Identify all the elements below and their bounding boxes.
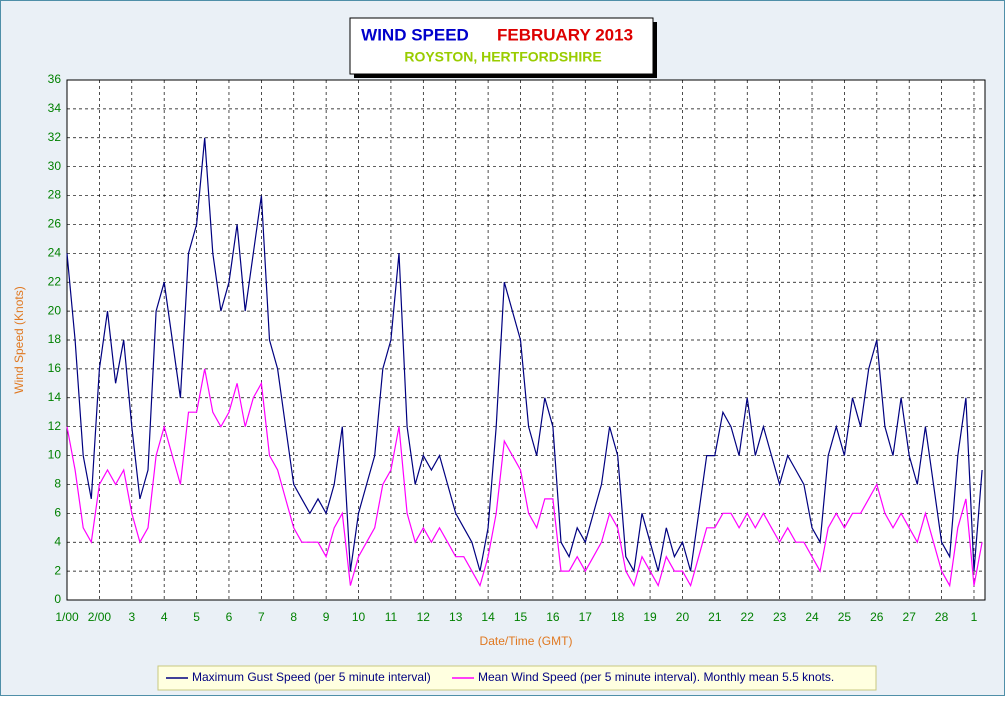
y-tick-label: 28 — [48, 188, 62, 202]
y-tick-label: 24 — [48, 246, 62, 260]
chart-title-period: FEBRUARY 2013 — [497, 25, 633, 44]
y-tick-label: 10 — [48, 448, 62, 462]
x-tick-label: 27 — [903, 610, 917, 624]
y-tick-label: 12 — [48, 419, 62, 433]
y-tick-label: 2 — [54, 563, 61, 577]
legend — [157, 665, 877, 691]
y-tick-label: 30 — [48, 159, 62, 173]
y-tick-label: 22 — [48, 274, 62, 288]
x-tick-label: 19 — [643, 610, 657, 624]
x-tick-label: 1/00 — [55, 610, 79, 624]
x-tick-label: 5 — [193, 610, 200, 624]
x-tick-label: 7 — [258, 610, 265, 624]
chart-title: WIND SPEED — [361, 25, 469, 44]
y-tick-label: 36 — [48, 72, 62, 86]
y-tick-label: 8 — [54, 477, 61, 491]
x-tick-label: 16 — [546, 610, 560, 624]
chart-subtitle: ROYSTON, HERTFORDSHIRE — [404, 49, 601, 65]
title-box — [349, 17, 654, 75]
legend-label: Maximum Gust Speed (per 5 minute interva… — [192, 670, 431, 684]
x-tick-label: 17 — [579, 610, 593, 624]
x-tick-label: 13 — [449, 610, 463, 624]
x-tick-label: 21 — [708, 610, 722, 624]
x-tick-label: 24 — [805, 610, 819, 624]
x-tick-label: 12 — [417, 610, 431, 624]
y-tick-label: 14 — [48, 390, 62, 404]
x-tick-label: 14 — [481, 610, 495, 624]
x-tick-label: 18 — [611, 610, 625, 624]
x-tick-label: 25 — [838, 610, 852, 624]
y-tick-label: 20 — [48, 303, 62, 317]
x-tick-label: 28 — [935, 610, 949, 624]
y-axis-label: Wind Speed (Knots) — [12, 286, 26, 393]
x-tick-label: 8 — [290, 610, 297, 624]
x-tick-label: 4 — [161, 610, 168, 624]
x-axis-label: Date/Time (GMT) — [480, 634, 573, 648]
series-line — [66, 137, 983, 573]
x-tick-label: 15 — [514, 610, 528, 624]
x-tick-label: 10 — [352, 610, 366, 624]
x-tick-label: 26 — [870, 610, 884, 624]
y-tick-label: 18 — [48, 332, 62, 346]
x-tick-label: 6 — [226, 610, 233, 624]
x-tick-label: 3 — [128, 610, 135, 624]
series-line — [66, 368, 983, 588]
x-tick-label: 22 — [741, 610, 755, 624]
x-tick-label: 1 — [971, 610, 978, 624]
y-tick-label: 16 — [48, 361, 62, 375]
y-tick-label: 26 — [48, 217, 62, 231]
y-tick-label: 0 — [54, 592, 61, 606]
y-tick-label: 32 — [48, 130, 62, 144]
y-tick-label: 4 — [54, 534, 61, 548]
y-tick-label: 34 — [48, 101, 62, 115]
x-tick-label: 23 — [773, 610, 787, 624]
x-tick-label: 20 — [676, 610, 690, 624]
x-tick-label: 9 — [323, 610, 330, 624]
x-tick-label: 2/00 — [88, 610, 112, 624]
x-tick-label: 11 — [385, 610, 398, 624]
y-tick-label: 6 — [54, 506, 61, 520]
legend-label: Mean Wind Speed (per 5 minute interval).… — [478, 670, 834, 684]
